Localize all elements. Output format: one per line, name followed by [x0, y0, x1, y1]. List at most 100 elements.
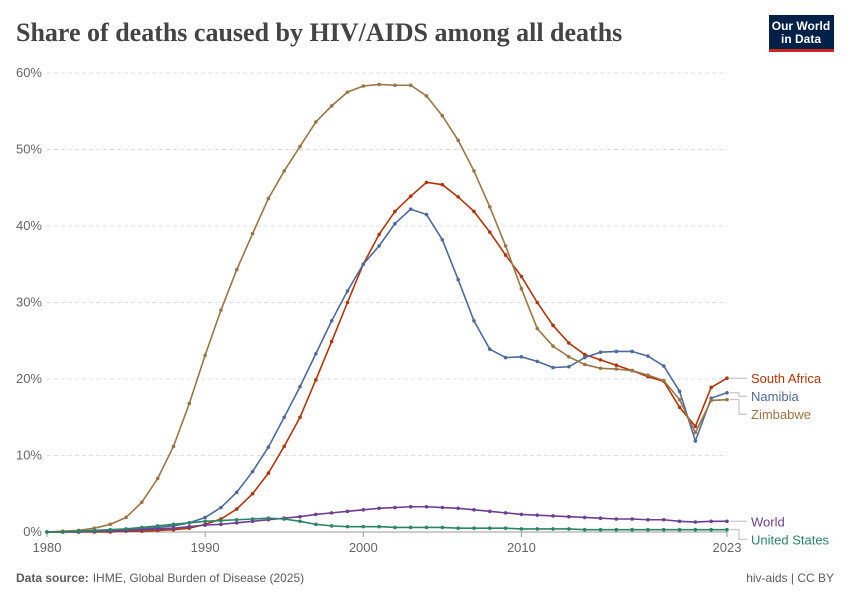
data-point [424, 180, 429, 185]
data-point [598, 527, 603, 532]
legend-connector [730, 399, 747, 415]
data-point [630, 527, 634, 532]
data-point [487, 526, 492, 530]
data-point [503, 511, 508, 515]
data-point [203, 353, 207, 358]
data-point [250, 469, 255, 474]
data-point [266, 471, 271, 475]
data-point [250, 231, 255, 236]
data-point [614, 367, 619, 371]
data-point [598, 516, 603, 521]
data-point [582, 355, 587, 360]
chart-title: Share of deaths caused by HIV/AIDS among… [16, 18, 622, 47]
data-point [250, 517, 255, 521]
data-point [709, 519, 713, 524]
data-point [535, 326, 540, 331]
y-tick-label: 30% [16, 295, 42, 310]
data-point [377, 244, 381, 248]
logo-text: in Data [781, 32, 821, 46]
data-point [203, 523, 207, 527]
data-point [567, 527, 571, 531]
data-point [677, 397, 682, 402]
data-point [393, 221, 397, 226]
data-point [646, 527, 650, 532]
data-point [598, 350, 603, 355]
data-point [440, 525, 445, 530]
series-line [47, 208, 728, 533]
data-point [408, 194, 413, 198]
legend-label: Zimbabwe [751, 407, 811, 422]
data-point [519, 286, 524, 291]
data-point [377, 524, 381, 529]
data-point [108, 522, 113, 527]
data-point [361, 84, 366, 88]
data-point [234, 267, 239, 272]
data-point [424, 94, 429, 98]
data-point [693, 424, 698, 429]
data-point [140, 500, 144, 504]
data-point [614, 363, 619, 368]
y-tick-label: 20% [16, 371, 42, 386]
data-point [250, 491, 255, 496]
data-point [408, 83, 413, 88]
data-point [108, 527, 113, 532]
data-point [472, 209, 476, 214]
data-point [393, 505, 397, 510]
data-point [567, 341, 571, 345]
data-point [345, 300, 350, 305]
data-point [377, 232, 381, 237]
legend-label: World [751, 514, 785, 529]
data-point [725, 376, 729, 381]
data-point [345, 90, 350, 94]
data-point [551, 514, 555, 518]
data-point [503, 253, 508, 257]
data-point [361, 524, 366, 529]
data-point [693, 430, 698, 435]
data-point [598, 358, 603, 362]
data-point [661, 378, 666, 383]
data-point [440, 182, 445, 187]
series-line [47, 505, 727, 533]
data-point [456, 526, 460, 530]
x-tick-label: 2023 [713, 540, 742, 555]
data-point [614, 349, 619, 354]
x-tick-label: 1980 [33, 540, 62, 555]
data-point [614, 527, 619, 532]
y-tick-label: 40% [16, 218, 42, 233]
data-point [187, 524, 192, 529]
data-point [551, 323, 555, 328]
data-point [361, 262, 366, 267]
y-tick-label: 10% [16, 448, 42, 463]
data-point [219, 505, 223, 510]
data-point [677, 389, 682, 394]
data-point [329, 511, 334, 515]
data-point [314, 377, 318, 382]
data-point [282, 169, 287, 173]
data-point [472, 319, 476, 323]
data-point [535, 300, 540, 305]
data-point [598, 366, 603, 371]
data-point [219, 522, 223, 527]
data-point [551, 365, 555, 370]
data-point [614, 517, 619, 521]
data-point [345, 509, 350, 514]
data-point [124, 527, 128, 531]
data-point [677, 519, 682, 524]
legend-label: South Africa [751, 371, 822, 386]
data-point [582, 352, 587, 357]
data-point [234, 490, 239, 495]
data-point [472, 526, 476, 530]
logo-stripe [769, 49, 834, 52]
data-point [171, 444, 176, 449]
data-point [567, 514, 571, 519]
data-point [361, 508, 366, 512]
data-point [282, 444, 287, 449]
data-point [234, 517, 239, 522]
data-point [76, 529, 81, 534]
data-point [124, 515, 128, 520]
data-point [393, 83, 397, 88]
data-point [472, 169, 476, 173]
data-point [424, 212, 429, 217]
x-tick-label: 1990 [191, 540, 220, 555]
data-point [582, 515, 587, 520]
